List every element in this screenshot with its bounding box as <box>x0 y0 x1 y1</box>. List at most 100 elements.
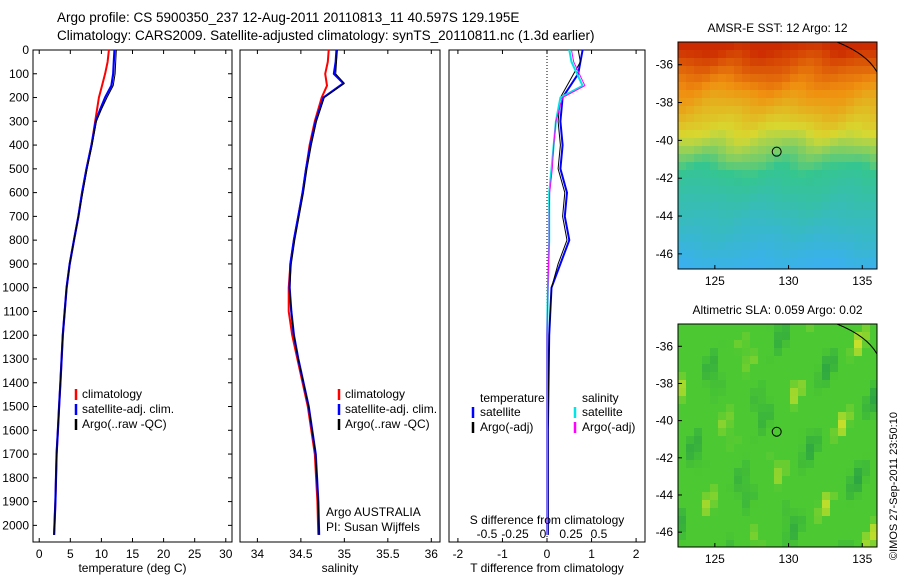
map-cell <box>854 250 863 259</box>
map-cell <box>686 186 695 195</box>
map-cell <box>870 380 877 389</box>
map-cell <box>718 444 727 453</box>
map-cell <box>782 210 791 219</box>
map-cell <box>710 266 719 269</box>
map-cell <box>814 476 823 485</box>
coastline <box>836 324 877 355</box>
map-cell <box>870 332 877 341</box>
map-cell <box>830 66 839 75</box>
map-cell <box>846 452 855 461</box>
map-cell <box>846 340 855 349</box>
map-cell <box>798 500 807 509</box>
map-cell <box>806 130 815 139</box>
map-cell <box>798 250 807 259</box>
map-cell <box>814 58 823 67</box>
map-cell <box>694 444 703 453</box>
map-cell <box>718 194 727 203</box>
map-cell <box>790 356 799 365</box>
map-cell <box>686 524 695 533</box>
map-cell <box>710 460 719 469</box>
map-cell <box>846 324 855 333</box>
map-cell <box>710 452 719 461</box>
map-cell <box>686 250 695 259</box>
map-cell <box>846 404 855 413</box>
map-cell <box>790 226 799 235</box>
map-cell <box>758 234 767 243</box>
map-cell <box>814 516 823 525</box>
map-cell <box>814 194 823 203</box>
x-axis-label: T difference from climatology <box>470 561 624 575</box>
map-cell <box>838 114 847 123</box>
map-cell <box>678 396 687 405</box>
map-cell <box>718 428 727 437</box>
map-cell <box>742 540 751 547</box>
map-cell <box>694 508 703 517</box>
map-cell <box>758 524 767 533</box>
map-cell <box>758 500 767 509</box>
map-cell <box>806 348 815 357</box>
map-cell <box>734 74 743 83</box>
map-cell <box>742 332 751 341</box>
x-tick-label: 35 <box>338 547 352 561</box>
map-cell <box>758 154 767 163</box>
map-cell <box>766 500 775 509</box>
map-cell <box>822 42 831 51</box>
map-cell <box>702 258 711 267</box>
series-line <box>547 49 581 535</box>
map-cell <box>806 98 815 107</box>
map-cell <box>734 162 743 171</box>
map-cell <box>854 266 863 269</box>
map-cell <box>862 364 871 373</box>
map-cell <box>830 74 839 83</box>
map-cell <box>870 202 877 211</box>
y-tick-label: 1800 <box>2 471 29 485</box>
map-cell <box>846 348 855 357</box>
map-cell <box>774 476 783 485</box>
map-cell <box>822 106 831 115</box>
map-cell <box>782 324 791 333</box>
map-cell <box>726 484 735 493</box>
map-cell <box>686 404 695 413</box>
map-cell <box>726 540 735 547</box>
map-cell <box>814 444 823 453</box>
map-cell <box>750 242 759 251</box>
map-cell <box>710 154 719 163</box>
map-cell <box>870 324 877 333</box>
map-cell <box>750 492 759 501</box>
map-cell <box>758 122 767 131</box>
map-cell <box>694 492 703 501</box>
map-cell <box>806 492 815 501</box>
map-cell <box>694 540 703 547</box>
y-tick-label: 700 <box>9 209 29 223</box>
map-cell <box>734 202 743 211</box>
map-cell <box>782 476 791 485</box>
map-cell <box>718 380 727 389</box>
map-cell <box>766 444 775 453</box>
map-cell <box>702 460 711 469</box>
map-cell <box>846 154 855 163</box>
map-cell <box>870 516 877 525</box>
map-cell <box>734 178 743 187</box>
map-cell <box>806 484 815 493</box>
map-cell <box>702 524 711 533</box>
map-cell <box>854 226 863 235</box>
map-cell <box>686 436 695 445</box>
map-cell <box>870 98 877 107</box>
map-cell <box>870 154 877 163</box>
map-cell <box>782 98 791 107</box>
map-cell <box>822 194 831 203</box>
map-cell <box>814 74 823 83</box>
map-cell <box>838 476 847 485</box>
map-cell <box>758 540 767 547</box>
map-cell <box>806 444 815 453</box>
map-cell <box>750 372 759 381</box>
map-cell <box>838 492 847 501</box>
map-cell <box>838 58 847 67</box>
map-cell <box>798 194 807 203</box>
map-cell <box>726 348 735 357</box>
map-cell <box>782 500 791 509</box>
map-cell <box>854 324 863 333</box>
map-cell <box>814 234 823 243</box>
map-cell <box>822 396 831 405</box>
